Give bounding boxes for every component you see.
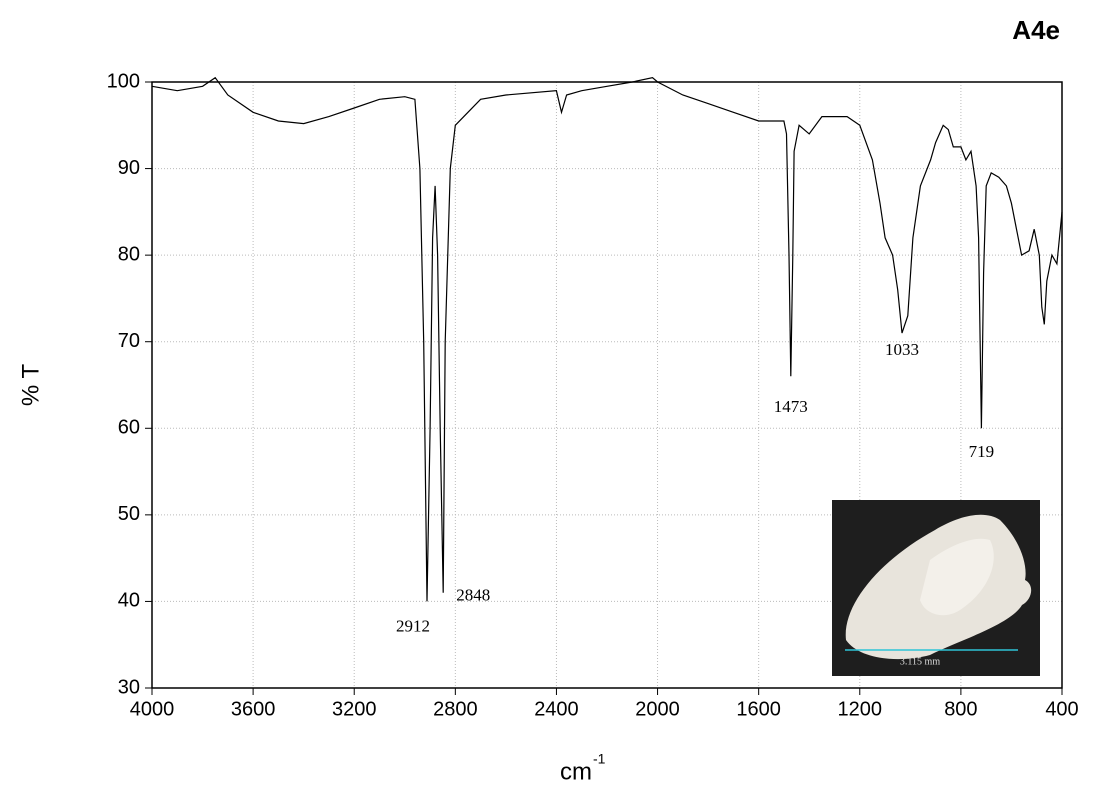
x-tick-label: 3200 (332, 698, 377, 720)
peak-label: 2912 (396, 616, 430, 635)
peak-label: 1473 (774, 397, 808, 416)
x-tick-label: 1600 (736, 698, 781, 720)
peak-label: 1033 (885, 340, 919, 359)
x-axis-label: cm (560, 758, 592, 785)
y-tick-label: 70 (118, 330, 140, 352)
inset-photo: 3.115 mm (832, 500, 1040, 676)
y-tick-label: 60 (118, 417, 140, 439)
y-tick-label: 90 (118, 157, 140, 179)
x-tick-label: 400 (1045, 698, 1078, 720)
y-tick-label: 40 (118, 590, 140, 612)
peak-label: 719 (969, 442, 995, 461)
x-tick-label: 3600 (231, 698, 276, 720)
x-tick-label: 2400 (534, 698, 579, 720)
y-tick-label: 80 (118, 243, 140, 265)
x-axis-label-superscript: -1 (593, 751, 606, 767)
x-tick-label: 1200 (838, 698, 883, 720)
plot-frame (151, 81, 1063, 689)
x-tick-label: 800 (944, 698, 977, 720)
chart-title: A4e (1012, 15, 1060, 45)
x-tick-label: 4000 (130, 698, 175, 720)
spectrum-line (151, 76, 1063, 602)
y-axis-label: % T (17, 364, 44, 407)
y-tick-label: 30 (118, 676, 140, 698)
peak-label: 2848 (456, 586, 490, 605)
x-tick-label: 2000 (635, 698, 680, 720)
y-tick-label: 50 (118, 503, 140, 525)
x-tick-label: 2800 (433, 698, 478, 720)
y-tick-label: 100 (107, 70, 140, 92)
photo-highlight (920, 538, 994, 616)
scale-label: 3.115 mm (900, 656, 940, 667)
